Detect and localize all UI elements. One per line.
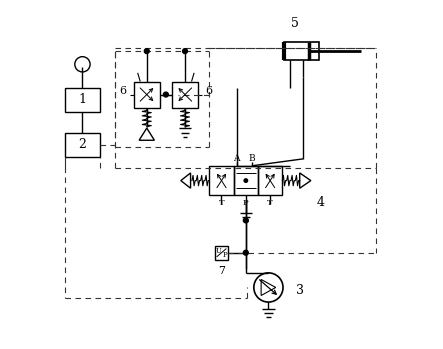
Text: U: U: [216, 247, 222, 255]
Circle shape: [183, 49, 187, 53]
Bar: [172, 82, 198, 107]
Bar: [134, 82, 160, 107]
Bar: [65, 88, 100, 112]
Bar: [284, 43, 319, 60]
Text: 4: 4: [317, 196, 325, 209]
Text: 3: 3: [296, 284, 304, 297]
Text: 6: 6: [120, 86, 127, 96]
Text: A: A: [233, 154, 240, 163]
Circle shape: [243, 250, 248, 255]
Circle shape: [144, 49, 149, 53]
Text: 5: 5: [291, 17, 299, 30]
Circle shape: [163, 92, 168, 97]
Text: P: P: [222, 251, 227, 259]
Text: B: B: [249, 154, 255, 163]
Text: P: P: [243, 199, 249, 207]
Text: T: T: [219, 199, 224, 207]
Text: 7: 7: [218, 266, 225, 276]
Text: T: T: [268, 199, 273, 207]
Bar: [214, 246, 229, 260]
Bar: [65, 133, 100, 157]
Circle shape: [244, 179, 248, 182]
Text: 1: 1: [78, 93, 86, 106]
Text: 2: 2: [78, 139, 86, 151]
Text: 6: 6: [205, 86, 212, 96]
Bar: [210, 166, 233, 195]
Bar: [258, 166, 282, 195]
Bar: [233, 166, 258, 195]
Circle shape: [243, 218, 248, 223]
